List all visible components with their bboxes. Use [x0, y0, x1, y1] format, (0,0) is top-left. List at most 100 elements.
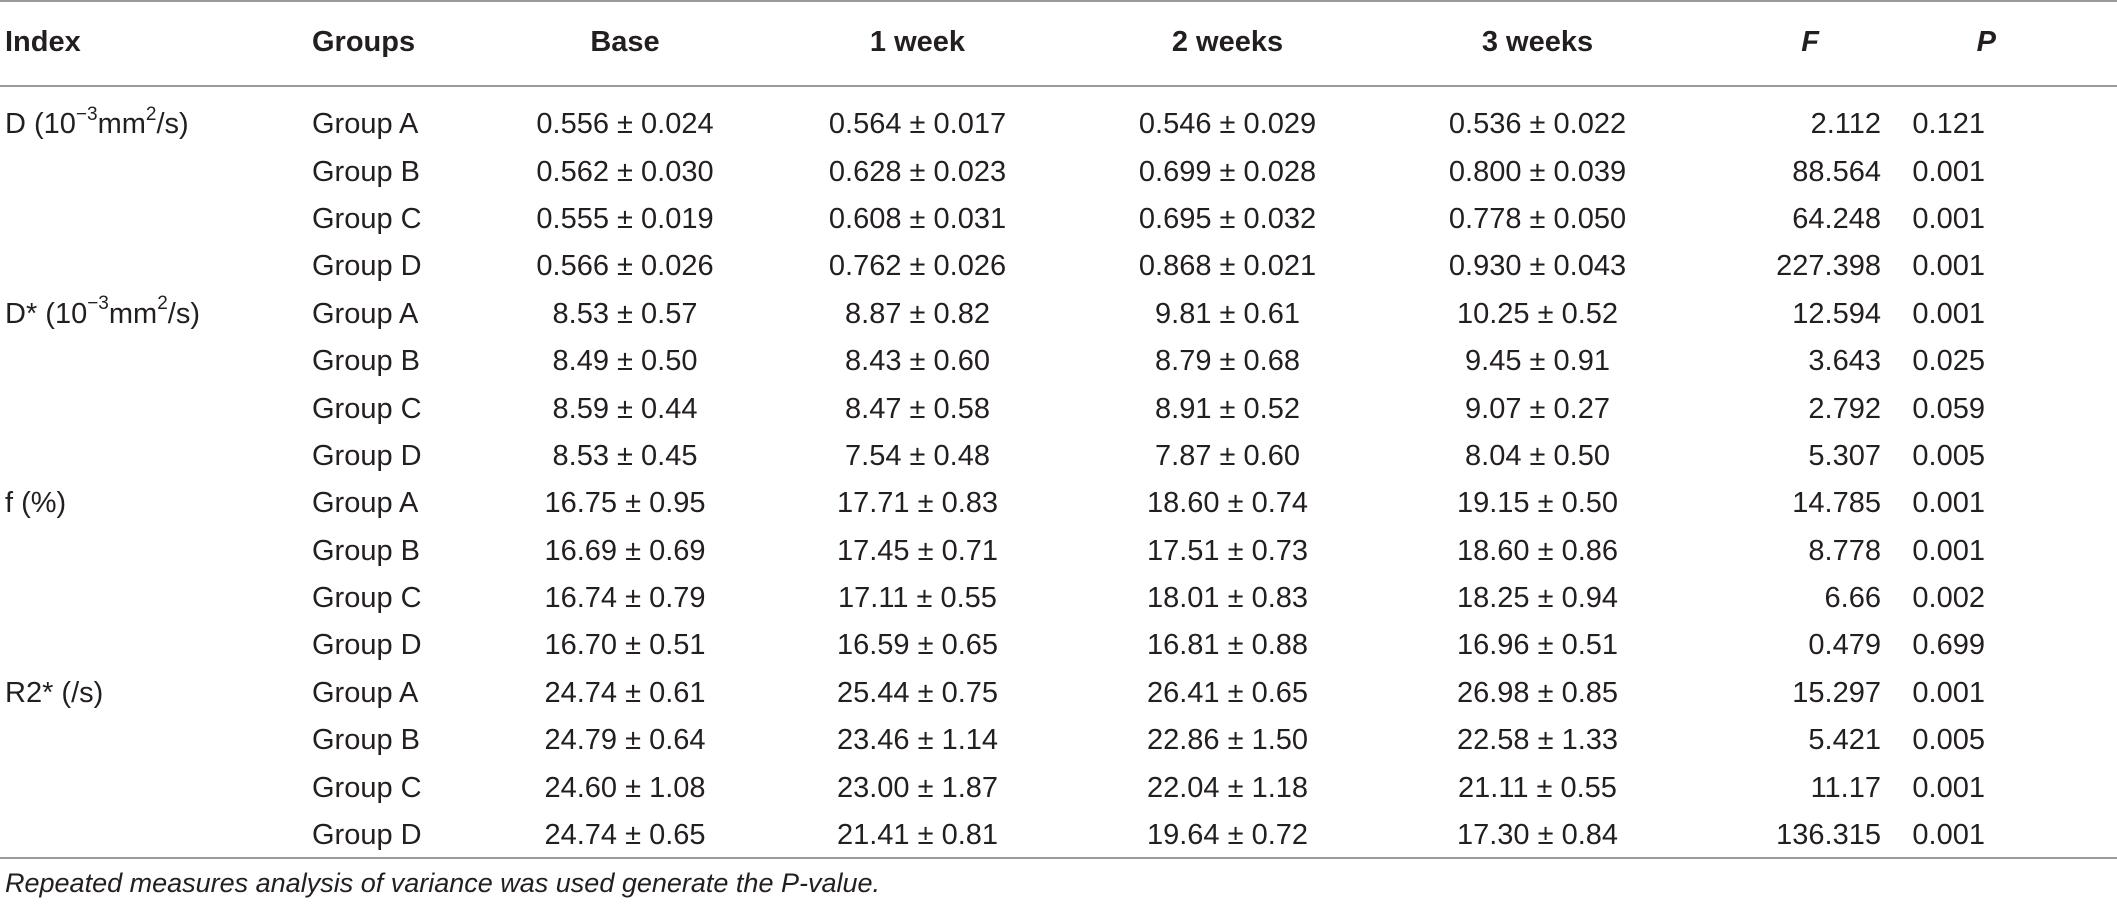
- base-cell: 8.59 ± 0.44: [552, 392, 698, 425]
- week2-cell: 8.79 ± 0.68: [1155, 345, 1300, 378]
- table-row: Group B 16.69 ± 0.69 17.45 ± 0.71 17.51 …: [0, 528, 2117, 575]
- f-cell: 15.297: [1792, 676, 1881, 709]
- week1-cell: 23.00 ± 1.87: [836, 771, 999, 804]
- p-cell: 0.001: [1912, 297, 1985, 330]
- week1-cell: 0.762 ± 0.026: [828, 250, 1007, 283]
- week1-cell: 25.44 ± 0.75: [836, 676, 999, 709]
- p-cell: 0.699: [1912, 629, 1985, 662]
- header-index: Index: [5, 26, 81, 58]
- group-cell: Group B: [312, 534, 420, 567]
- week1-cell: 0.608 ± 0.031: [828, 202, 1007, 235]
- header-base: Base: [590, 26, 660, 58]
- base-cell: 16.69 ± 0.69: [544, 534, 706, 567]
- table-row: R2* (/s) Group A 24.74 ± 0.61 25.44 ± 0.…: [0, 670, 2117, 717]
- week3-cell: 16.96 ± 0.51: [1456, 629, 1619, 662]
- f-cell: 6.66: [1824, 582, 1881, 615]
- table-row: f (%) Group A 16.75 ± 0.95 17.71 ± 0.83 …: [0, 480, 2117, 527]
- base-cell: 24.60 ± 1.08: [544, 771, 706, 804]
- table-row: D (10−3mm2/s) Group A 0.556 ± 0.024 0.56…: [0, 85, 2117, 148]
- table-row: Group C 24.60 ± 1.08 23.00 ± 1.87 22.04 …: [0, 764, 2117, 811]
- p-cell: 0.001: [1912, 771, 1985, 804]
- index-label-d: D (10−3mm2/s): [5, 103, 189, 141]
- f-cell: 14.785: [1792, 487, 1881, 520]
- table-footnote: Repeated measures analysis of variance w…: [5, 868, 881, 898]
- table-top-rule: [0, 0, 2117, 2]
- group-cell: Group A: [312, 297, 419, 330]
- base-cell: 0.556 ± 0.024: [536, 108, 714, 141]
- index-label-f: f (%): [5, 487, 67, 520]
- table-header-rule: [0, 85, 2117, 87]
- base-cell: 0.562 ± 0.030: [536, 155, 714, 188]
- f-cell: 88.564: [1792, 155, 1881, 188]
- week2-cell: 22.86 ± 1.50: [1146, 724, 1309, 757]
- f-cell: 64.248: [1792, 202, 1881, 235]
- group-cell: Group D: [312, 819, 422, 852]
- group-cell: Group C: [312, 202, 422, 235]
- p-cell: 0.001: [1912, 202, 1985, 235]
- p-cell: 0.121: [1912, 108, 1985, 141]
- group-cell: Group B: [312, 155, 420, 188]
- header-p: P: [1976, 26, 1996, 58]
- p-cell: 0.001: [1912, 487, 1985, 520]
- base-cell: 8.53 ± 0.57: [552, 297, 698, 330]
- table-row: Group C 16.74 ± 0.79 17.11 ± 0.55 18.01 …: [0, 575, 2117, 622]
- group-cell: Group A: [312, 487, 419, 520]
- week1-cell: 17.71 ± 0.83: [836, 487, 999, 520]
- group-cell: Group D: [312, 629, 422, 662]
- week2-cell: 17.51 ± 0.73: [1146, 534, 1309, 567]
- table-row: Group D 0.566 ± 0.026 0.762 ± 0.026 0.86…: [0, 243, 2117, 290]
- f-cell: 3.643: [1808, 345, 1881, 378]
- week2-cell: 0.695 ± 0.032: [1138, 202, 1317, 235]
- table-header-row: Index Groups Base 1 week 2 weeks 3 weeks…: [0, 0, 2117, 85]
- week1-cell: 23.46 ± 1.14: [836, 724, 999, 757]
- group-cell: Group A: [312, 676, 419, 709]
- week2-cell: 9.81 ± 0.61: [1155, 297, 1300, 330]
- base-cell: 0.566 ± 0.026: [536, 250, 714, 283]
- base-cell: 8.49 ± 0.50: [552, 345, 698, 378]
- f-cell: 5.307: [1808, 439, 1881, 472]
- table-row: Group B 8.49 ± 0.50 8.43 ± 0.60 8.79 ± 0…: [0, 338, 2117, 385]
- week3-cell: 0.778 ± 0.050: [1448, 202, 1627, 235]
- group-cell: Group C: [312, 582, 422, 615]
- base-cell: 16.70 ± 0.51: [544, 629, 706, 662]
- base-cell: 8.53 ± 0.45: [552, 439, 698, 472]
- p-cell: 0.059: [1912, 392, 1985, 425]
- table-row: Group C 0.555 ± 0.019 0.608 ± 0.031 0.69…: [0, 196, 2117, 243]
- table-row: Group D 8.53 ± 0.45 7.54 ± 0.48 7.87 ± 0…: [0, 433, 2117, 480]
- week1-cell: 8.47 ± 0.58: [845, 392, 990, 425]
- week3-cell: 8.04 ± 0.50: [1465, 439, 1610, 472]
- week2-cell: 16.81 ± 0.88: [1146, 629, 1309, 662]
- base-cell: 24.74 ± 0.61: [544, 676, 706, 709]
- p-cell: 0.001: [1912, 819, 1985, 852]
- group-cell: Group A: [312, 108, 419, 141]
- index-label-r2-star: R2* (/s): [5, 676, 104, 709]
- p-cell: 0.005: [1912, 439, 1985, 472]
- week2-cell: 26.41 ± 0.65: [1146, 676, 1309, 709]
- f-cell: 5.421: [1808, 724, 1881, 757]
- week2-cell: 18.01 ± 0.83: [1146, 582, 1309, 615]
- table-row: Group C 8.59 ± 0.44 8.47 ± 0.58 8.91 ± 0…: [0, 385, 2117, 432]
- week3-cell: 26.98 ± 0.85: [1456, 676, 1619, 709]
- week3-cell: 19.15 ± 0.50: [1456, 487, 1619, 520]
- base-cell: 24.74 ± 0.65: [544, 819, 706, 852]
- week2-cell: 0.699 ± 0.028: [1138, 155, 1317, 188]
- week2-cell: 19.64 ± 0.72: [1146, 819, 1309, 852]
- week3-cell: 21.11 ± 0.55: [1458, 771, 1617, 804]
- p-cell: 0.001: [1912, 676, 1985, 709]
- week2-cell: 0.546 ± 0.029: [1138, 108, 1317, 141]
- table-row: D* (10−3mm2/s) Group A 8.53 ± 0.57 8.87 …: [0, 291, 2117, 338]
- f-cell: 2.112: [1810, 108, 1881, 141]
- results-table: Index Groups Base 1 week 2 weeks 3 weeks…: [0, 0, 2117, 859]
- f-cell: 11.17: [1810, 771, 1881, 804]
- base-cell: 24.79 ± 0.64: [544, 724, 706, 757]
- table-row: Group D 24.74 ± 0.65 21.41 ± 0.81 19.64 …: [0, 812, 2117, 859]
- week1-cell: 17.45 ± 0.71: [836, 534, 999, 567]
- table-row: Group D 16.70 ± 0.51 16.59 ± 0.65 16.81 …: [0, 622, 2117, 669]
- week1-cell: 16.59 ± 0.65: [836, 629, 999, 662]
- p-cell: 0.001: [1912, 534, 1985, 567]
- week1-cell: 7.54 ± 0.48: [845, 439, 990, 472]
- week2-cell: 8.91 ± 0.52: [1155, 392, 1300, 425]
- base-cell: 16.74 ± 0.79: [544, 582, 706, 615]
- week2-cell: 0.868 ± 0.021: [1138, 250, 1317, 283]
- week3-cell: 22.58 ± 1.33: [1456, 724, 1619, 757]
